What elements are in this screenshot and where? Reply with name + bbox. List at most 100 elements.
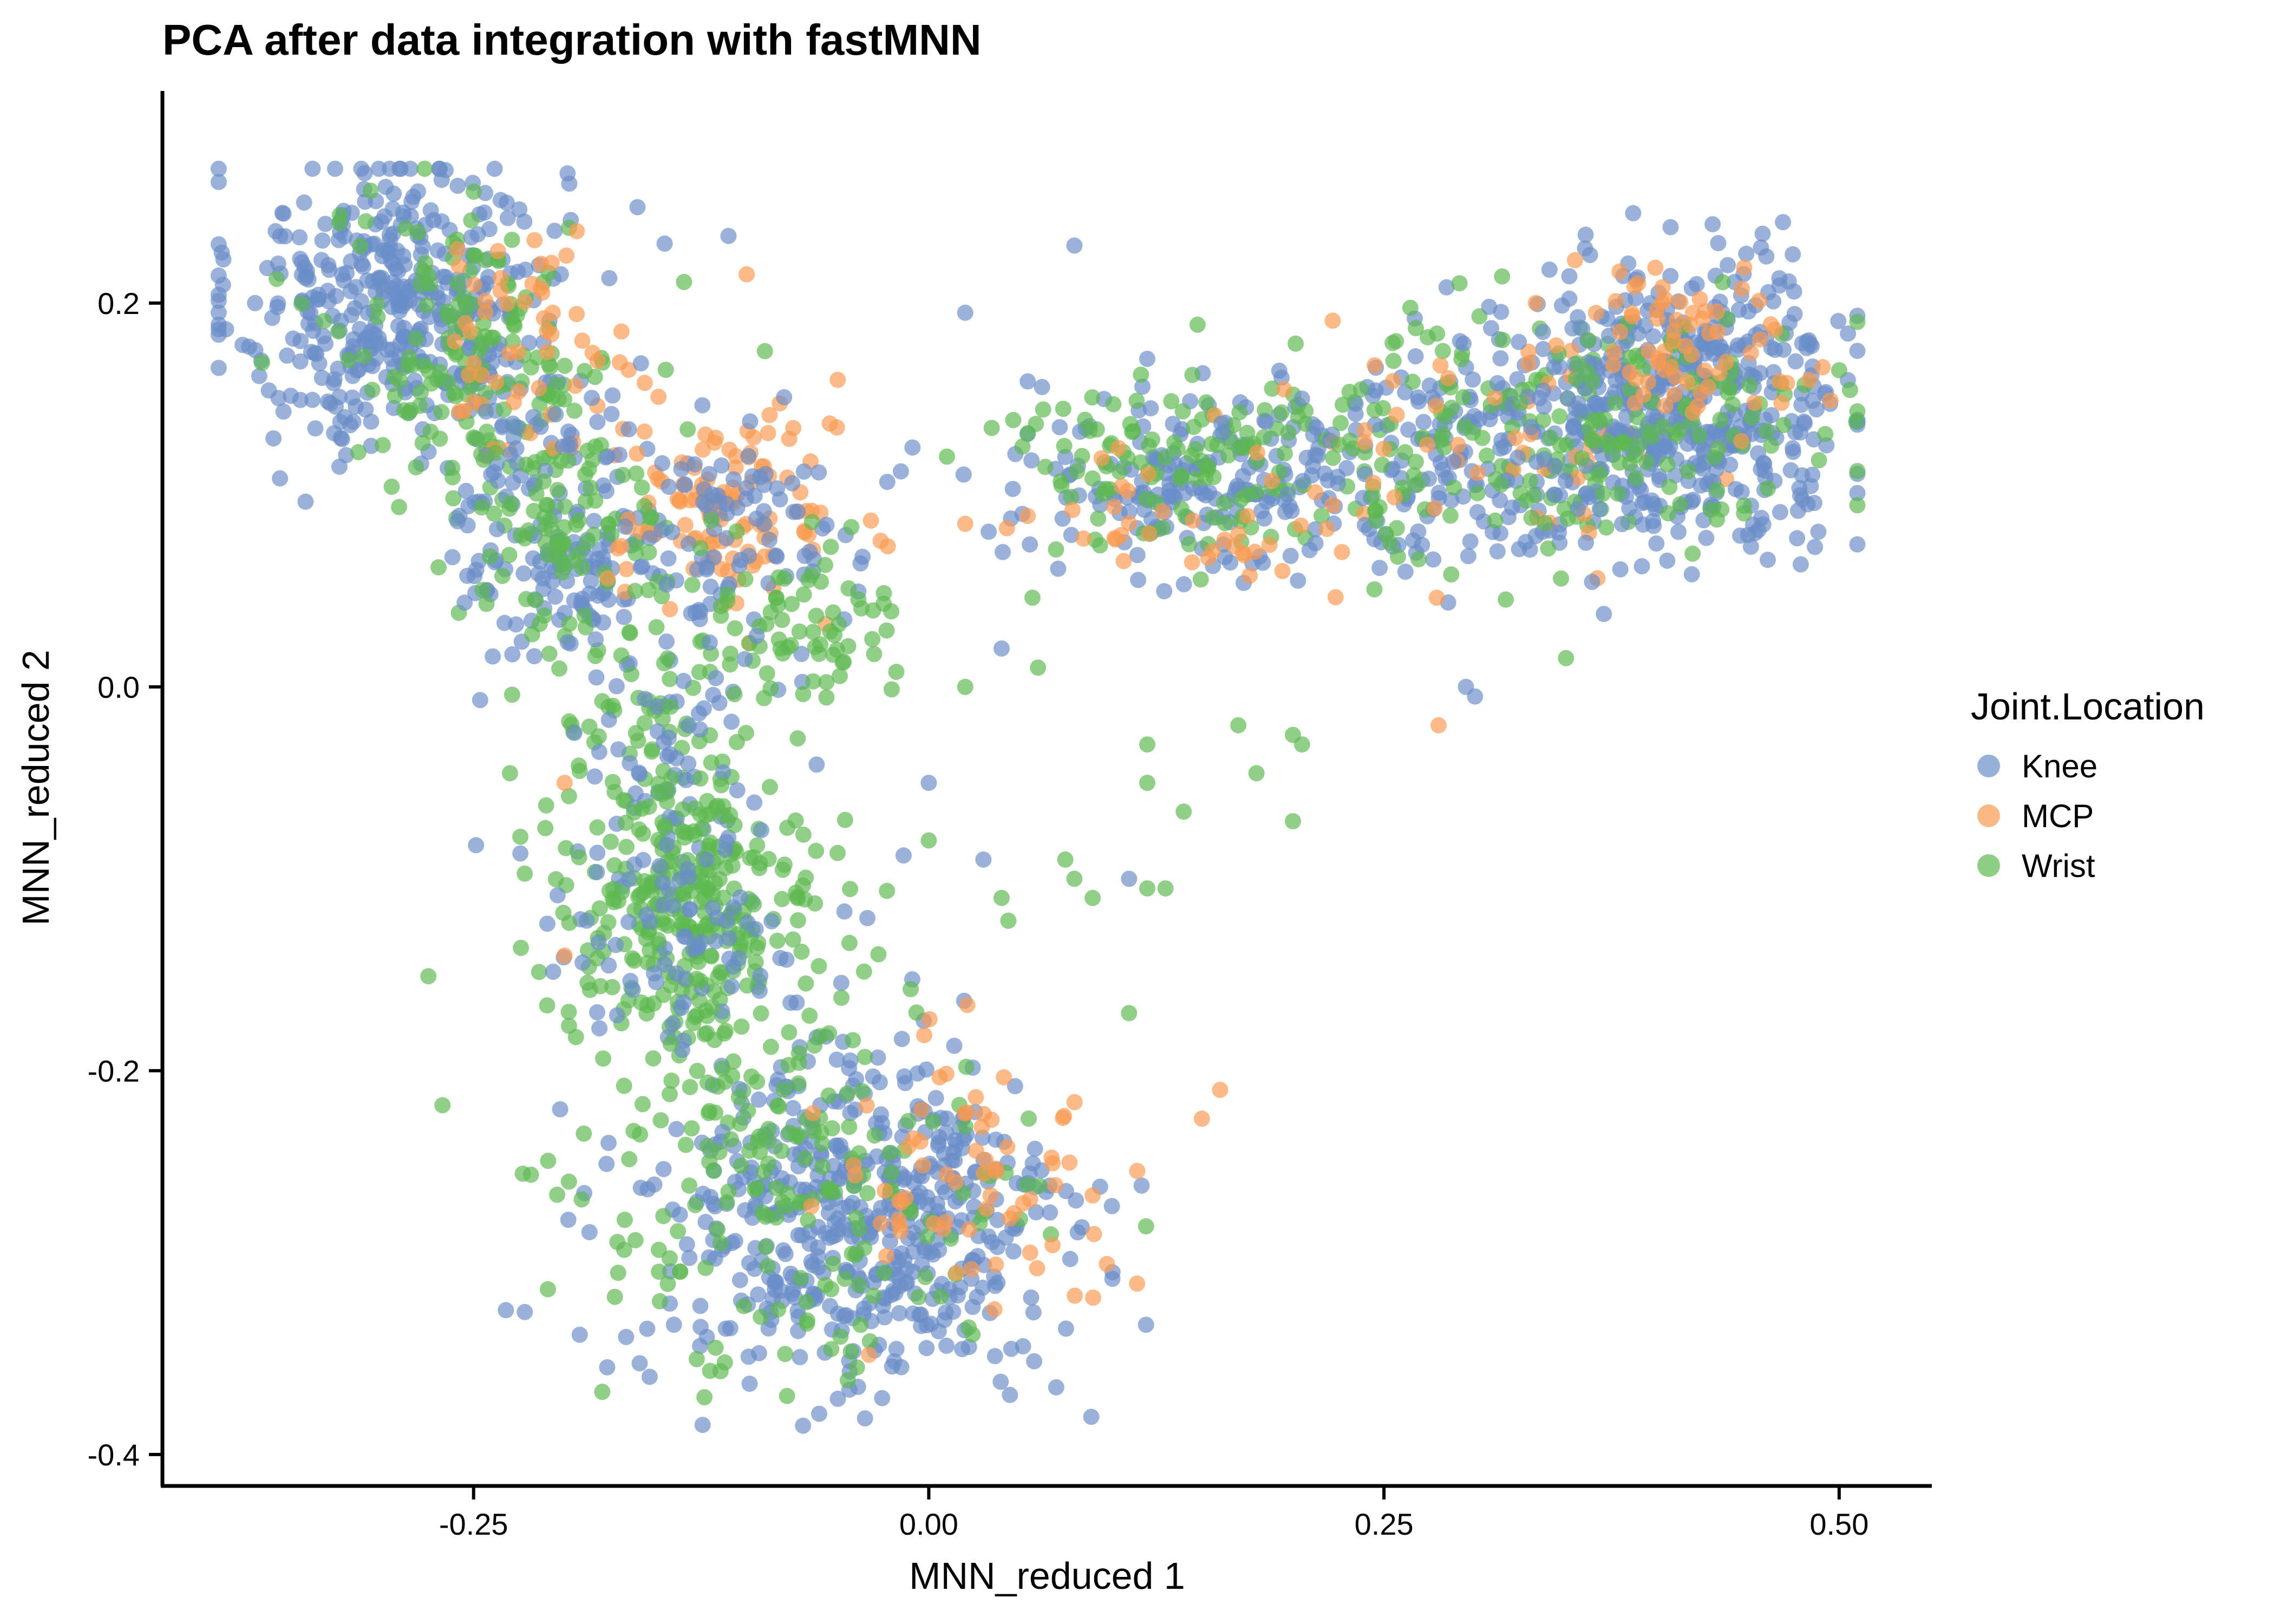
point-mcp (713, 561, 730, 578)
point-knee (829, 1391, 846, 1407)
point-knee (545, 964, 561, 980)
point-knee (673, 461, 690, 477)
point-wrist (702, 806, 718, 822)
point-wrist (293, 296, 310, 312)
point-wrist (1111, 463, 1128, 480)
point-wrist (793, 944, 810, 960)
point-knee (1295, 473, 1311, 489)
point-knee (561, 175, 578, 192)
point-wrist (1446, 479, 1462, 496)
point-wrist (570, 512, 587, 529)
point-knee (1290, 572, 1306, 589)
point-knee (272, 470, 289, 487)
point-wrist (613, 647, 630, 664)
point-mcp (1184, 554, 1200, 571)
point-wrist (650, 932, 666, 948)
point-knee (574, 954, 591, 971)
point-wrist (517, 865, 533, 882)
point-mcp (998, 520, 1015, 536)
point-wrist (482, 548, 499, 565)
point-mcp (739, 266, 755, 283)
point-mcp (978, 1201, 995, 1217)
point-mcp (803, 1198, 820, 1215)
point-wrist (801, 1007, 818, 1024)
point-wrist (1366, 402, 1383, 418)
point-wrist (677, 1136, 694, 1153)
point-mcp (1608, 293, 1624, 310)
point-wrist (1277, 445, 1293, 462)
point-wrist (762, 604, 779, 620)
point-wrist (768, 1180, 785, 1196)
point-mcp (556, 775, 573, 791)
point-knee (642, 913, 658, 930)
point-mcp (1691, 291, 1708, 307)
point-wrist (475, 451, 492, 468)
point-mcp (1324, 496, 1341, 513)
point-wrist (1607, 395, 1624, 411)
point-mcp (1665, 332, 1682, 349)
point-knee (1051, 419, 1068, 436)
point-knee (1156, 583, 1173, 600)
point-wrist (1775, 417, 1792, 434)
point-wrist (957, 678, 973, 695)
point-mcp (925, 1215, 942, 1232)
point-wrist (1313, 507, 1330, 524)
legend-key-mcp (1977, 804, 2000, 827)
point-mcp (477, 304, 494, 320)
point-wrist (861, 1333, 878, 1350)
point-mcp (1641, 343, 1657, 359)
point-wrist (1469, 485, 1486, 501)
point-knee (747, 921, 764, 938)
point-wrist (1257, 402, 1273, 418)
point-knee (741, 1255, 757, 1272)
point-wrist (1192, 571, 1209, 588)
point-wrist (652, 1112, 669, 1129)
point-wrist (1712, 411, 1729, 428)
point-knee (1796, 415, 1813, 431)
point-knee (363, 437, 380, 454)
point-wrist (770, 1301, 787, 1318)
point-wrist (434, 1097, 451, 1114)
point-knee (933, 1275, 950, 1292)
point-wrist (422, 423, 439, 440)
point-knee (896, 1171, 912, 1188)
point-wrist (939, 448, 955, 465)
point-wrist (526, 502, 543, 519)
point-knee (1792, 556, 1809, 573)
point-knee (444, 549, 461, 566)
point-knee (306, 345, 323, 362)
point-wrist (687, 800, 703, 817)
point-knee (808, 756, 825, 773)
point-knee (215, 251, 232, 268)
point-wrist (513, 940, 530, 956)
point-knee (559, 634, 576, 651)
point-knee (402, 292, 419, 309)
point-knee (1546, 486, 1563, 503)
point-knee (488, 521, 505, 538)
point-wrist (386, 369, 403, 385)
point-knee (857, 1410, 873, 1427)
x-tick-label: 0.25 (1355, 1507, 1414, 1541)
point-wrist (1639, 423, 1656, 440)
point-knee (1760, 552, 1776, 568)
point-wrist (1081, 422, 1098, 439)
point-mcp (1043, 1149, 1060, 1166)
point-wrist (917, 1269, 934, 1285)
point-wrist (676, 273, 692, 290)
point-wrist (1494, 332, 1511, 348)
point-wrist (834, 654, 851, 671)
point-wrist (656, 818, 673, 834)
point-knee (396, 319, 413, 336)
point-wrist (571, 763, 588, 780)
point-wrist (1443, 566, 1460, 583)
point-mcp (1005, 1205, 1022, 1222)
point-wrist (807, 639, 824, 656)
point-wrist (1138, 1218, 1154, 1235)
point-wrist (791, 623, 808, 640)
point-mcp (488, 374, 505, 390)
point-wrist (1512, 395, 1529, 411)
point-mcp (567, 377, 584, 394)
point-wrist (606, 1288, 623, 1305)
point-wrist (712, 1235, 729, 1252)
point-wrist (692, 770, 709, 787)
